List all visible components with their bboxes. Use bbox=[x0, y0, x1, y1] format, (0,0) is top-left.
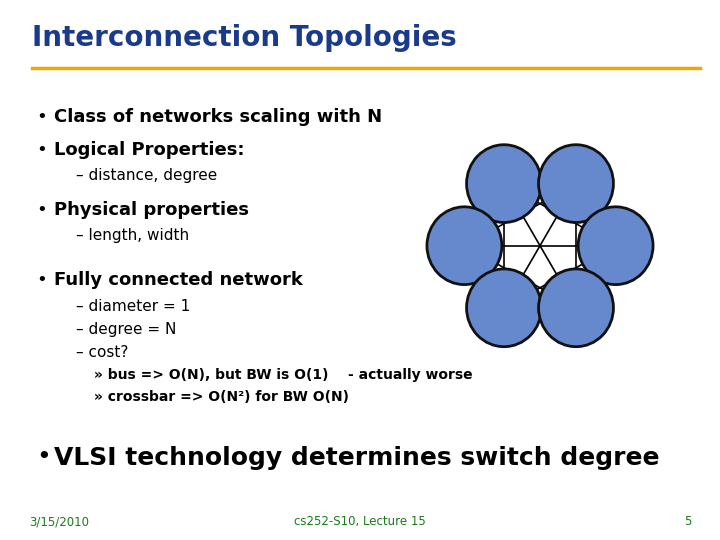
Text: VLSI technology determines switch degree: VLSI technology determines switch degree bbox=[54, 446, 660, 469]
Text: •: • bbox=[36, 141, 47, 159]
Text: Interconnection Topologies: Interconnection Topologies bbox=[32, 24, 457, 52]
Text: » crossbar => O(N²) for BW O(N): » crossbar => O(N²) for BW O(N) bbox=[94, 390, 348, 404]
Text: •: • bbox=[36, 271, 47, 289]
Ellipse shape bbox=[467, 145, 541, 222]
Text: •: • bbox=[36, 201, 47, 219]
Text: •: • bbox=[36, 446, 50, 469]
Text: – length, width: – length, width bbox=[76, 228, 189, 243]
Ellipse shape bbox=[539, 269, 613, 347]
Text: – distance, degree: – distance, degree bbox=[76, 168, 217, 184]
Text: •: • bbox=[36, 108, 47, 126]
Text: – diameter = 1: – diameter = 1 bbox=[76, 299, 190, 314]
Text: cs252-S10, Lecture 15: cs252-S10, Lecture 15 bbox=[294, 515, 426, 528]
Ellipse shape bbox=[539, 145, 613, 222]
Text: Fully connected network: Fully connected network bbox=[54, 271, 303, 289]
Text: 3/15/2010: 3/15/2010 bbox=[29, 515, 89, 528]
Ellipse shape bbox=[578, 207, 653, 285]
Ellipse shape bbox=[467, 269, 541, 347]
Text: Class of networks scaling with N: Class of networks scaling with N bbox=[54, 108, 382, 126]
Text: » bus => O(N), but BW is O(1)    - actually worse: » bus => O(N), but BW is O(1) - actually… bbox=[94, 368, 472, 382]
Ellipse shape bbox=[427, 207, 502, 285]
Text: – cost?: – cost? bbox=[76, 345, 128, 360]
Text: – degree = N: – degree = N bbox=[76, 322, 176, 337]
Text: Physical properties: Physical properties bbox=[54, 201, 249, 219]
Text: 5: 5 bbox=[684, 515, 691, 528]
Text: Logical Properties:: Logical Properties: bbox=[54, 141, 245, 159]
